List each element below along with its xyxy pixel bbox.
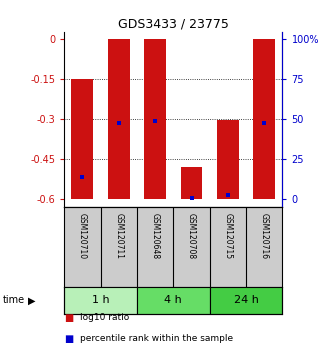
Text: GSM120710: GSM120710 [78, 213, 87, 259]
Bar [144, 39, 166, 199]
FancyBboxPatch shape [64, 287, 137, 314]
Text: 24 h: 24 h [234, 295, 258, 306]
Bar [253, 39, 275, 199]
FancyBboxPatch shape [210, 287, 282, 314]
Text: ▶: ▶ [28, 295, 36, 306]
Bar [217, 120, 239, 199]
Text: ■: ■ [64, 334, 74, 344]
Text: GSM120716: GSM120716 [260, 213, 269, 259]
Text: time: time [3, 295, 25, 306]
Bar [181, 167, 203, 199]
Title: GDS3433 / 23775: GDS3433 / 23775 [118, 18, 229, 31]
Text: GSM120711: GSM120711 [114, 213, 123, 259]
Text: ■: ■ [64, 313, 74, 322]
Text: GSM120648: GSM120648 [151, 213, 160, 259]
Text: 1 h: 1 h [92, 295, 109, 306]
FancyBboxPatch shape [137, 287, 210, 314]
Bar [72, 79, 93, 199]
Text: percentile rank within the sample: percentile rank within the sample [80, 334, 233, 343]
Text: GSM120715: GSM120715 [223, 213, 232, 259]
Text: GSM120708: GSM120708 [187, 213, 196, 259]
Bar [108, 39, 130, 199]
Text: log10 ratio: log10 ratio [80, 313, 129, 322]
Text: 4 h: 4 h [164, 295, 182, 306]
